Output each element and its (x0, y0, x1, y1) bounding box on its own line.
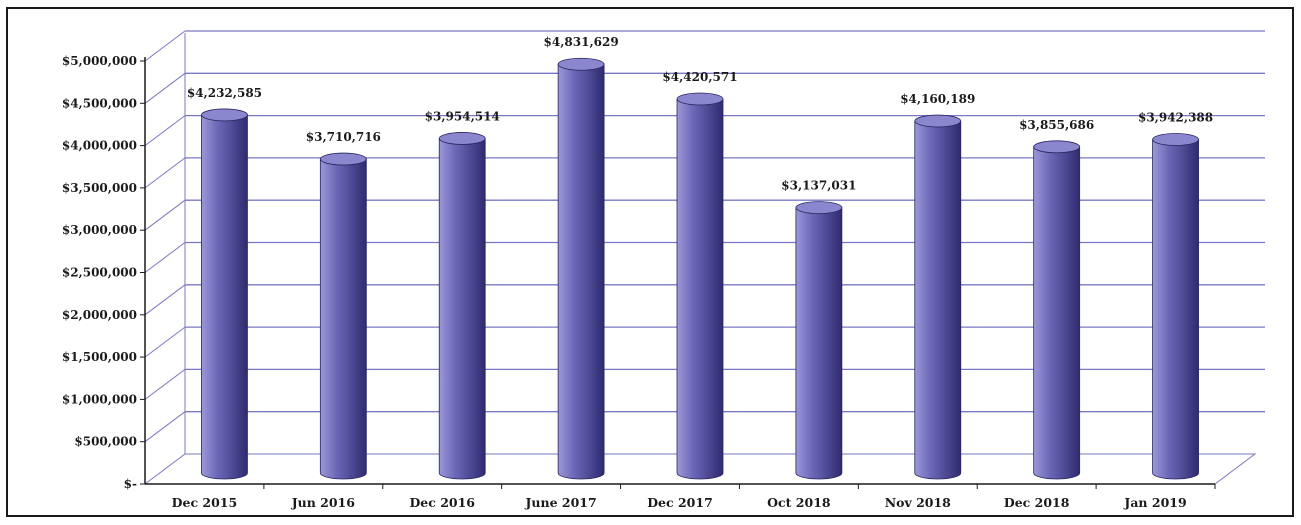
x-tick-label: June 2017 (525, 495, 597, 510)
x-tick-label: Oct 2018 (767, 495, 831, 510)
bar (676, 98, 724, 480)
gridline-side (144, 115, 186, 147)
y-tick-label: $2,500,000 (62, 266, 137, 280)
bar (438, 138, 486, 480)
gridline-side (144, 242, 186, 273)
x-tick-label: Dec 2015 (172, 495, 238, 510)
gridline-side (144, 30, 186, 62)
y-tick-label: $500,000 (74, 435, 137, 449)
label-layer: $- $500,000 $1,000,000 $1,500,000 $2,000,000… (62, 35, 1213, 510)
gridline-side (144, 284, 186, 316)
y-tick-label: $2,000,000 (62, 308, 137, 322)
bar (1152, 139, 1199, 480)
data-label: $4,232,585 (187, 86, 262, 100)
data-label: $4,831,629 (544, 35, 619, 49)
gridline-side (144, 411, 186, 443)
bar (1033, 146, 1081, 480)
bar-top (1033, 140, 1081, 154)
x-tick-label: Nov 2018 (885, 495, 951, 510)
y-tick-label: $1,000,000 (62, 392, 137, 406)
data-label: $4,160,189 (900, 92, 975, 106)
gridline-side (144, 326, 186, 358)
gridline-side (144, 368, 186, 400)
bar (201, 114, 248, 480)
bar-top (676, 92, 724, 106)
y-tick-label: $4,500,000 (62, 96, 137, 110)
bar-top (795, 201, 843, 215)
bar-top (914, 114, 962, 128)
y-tick-label: $3,500,000 (62, 181, 137, 195)
bar (795, 207, 843, 480)
y-tick-label: $3,000,000 (62, 223, 137, 237)
data-label: $3,855,686 (1019, 118, 1094, 132)
data-label: $3,954,514 (425, 109, 500, 123)
x-tick-label: Jan 2019 (1123, 495, 1186, 510)
data-label: $3,137,031 (781, 179, 856, 193)
x-tick-label: Jun 2016 (291, 495, 356, 510)
bar-top (201, 108, 248, 122)
bar-top (1152, 133, 1199, 146)
x-tick-label: Dec 2018 (1004, 495, 1070, 510)
x-tick-label: Dec 2017 (647, 495, 713, 510)
gridline-side (144, 157, 186, 189)
gridline-side (144, 72, 186, 104)
data-label: $3,710,716 (306, 130, 381, 144)
data-label: $3,942,388 (1138, 110, 1213, 124)
bar-top (438, 132, 486, 145)
bar-layer (201, 57, 1199, 480)
bar-top (319, 152, 367, 166)
y-tick-label: $1,500,000 (62, 350, 137, 364)
data-label: $4,420,571 (662, 70, 737, 84)
bar (914, 120, 962, 480)
bar (319, 158, 367, 480)
gridline-side (144, 199, 186, 231)
bar-top (557, 57, 605, 71)
y-tick-label: $4,000,000 (62, 139, 137, 153)
y-tick-label: $5,000,000 (62, 54, 137, 68)
bar (557, 63, 605, 480)
y-tick-label: $- (124, 477, 137, 491)
x-tick-label: Dec 2016 (409, 495, 475, 510)
